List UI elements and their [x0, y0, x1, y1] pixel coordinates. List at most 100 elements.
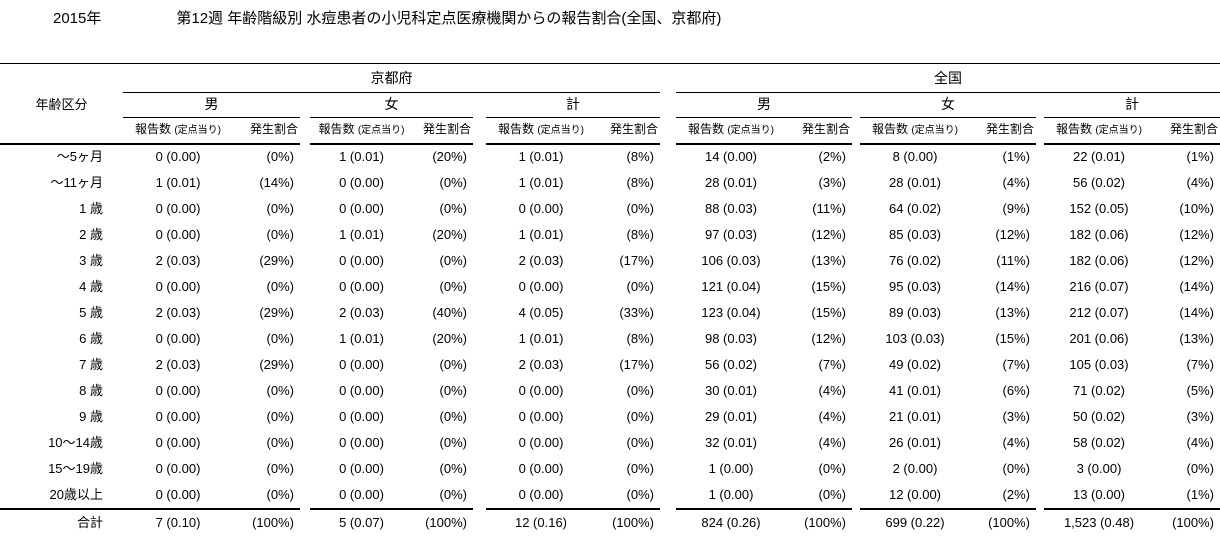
count-value: 0 (0.00)	[155, 331, 201, 346]
count-value: 1 (0.01)	[339, 149, 384, 164]
count-value: 2 (0.03)	[155, 305, 201, 320]
column-gap	[300, 196, 310, 222]
pct-value: (4%)	[1002, 435, 1030, 450]
gender-header-national-2: 計	[1044, 92, 1220, 118]
count-value: 103 (0.03)	[885, 331, 945, 346]
pct-value: (0%)	[626, 383, 654, 398]
section-gap	[660, 64, 676, 93]
count-value: 0 (0.00)	[155, 279, 201, 294]
column-gap	[473, 430, 486, 456]
row-label: 合計	[0, 508, 123, 536]
count-value: 1 (0.01)	[339, 331, 384, 346]
column-gap	[1036, 482, 1044, 508]
count-value: 0 (0.00)	[518, 435, 564, 450]
count-value: 3 (0.00)	[1076, 461, 1122, 476]
count-value: 0 (0.00)	[155, 461, 201, 476]
pct-value: (7%)	[818, 357, 846, 372]
count-value: 0 (0.00)	[339, 409, 384, 424]
count-value: 1 (0.01)	[518, 149, 564, 164]
count-value: 2 (0.03)	[155, 253, 201, 268]
pct-value: (20%)	[432, 331, 467, 346]
count-header-unit: (定点当り)	[1095, 125, 1142, 136]
column-gap	[473, 196, 486, 222]
column-gap	[852, 378, 860, 404]
column-gap	[300, 326, 310, 352]
pct-value: (0%)	[626, 409, 654, 424]
pct-value: (14%)	[1179, 279, 1214, 294]
count-value: 98 (0.03)	[704, 331, 758, 346]
pct-value: (0%)	[1002, 461, 1030, 476]
pct-value: (2%)	[1002, 487, 1030, 502]
count-value: 0 (0.00)	[155, 435, 201, 450]
pct-value: (0%)	[439, 383, 467, 398]
table-row: 8 歳 0 (0.00) (0%) 0 (0.00) (0%) 0 (0.00) (0%) 3…	[0, 378, 1220, 404]
row-label: 7 歳	[79, 357, 103, 372]
table-row: 3 歳 2 (0.03) (29%) 0 (0.00) (0%) 2 (0.03) (17%…	[0, 248, 1220, 274]
count-value: 0 (0.00)	[339, 201, 384, 216]
table-row: 7 歳 2 (0.03) (29%) 0 (0.00) (0%) 2 (0.03) (17%…	[0, 352, 1220, 378]
column-gap	[1036, 430, 1044, 456]
count-value: 13 (0.00)	[1072, 487, 1126, 502]
count-value: 41 (0.01)	[888, 383, 942, 398]
pct-value: (11%)	[812, 201, 846, 216]
count-value: 28 (0.01)	[888, 175, 942, 190]
count-value: 121 (0.04)	[701, 279, 761, 294]
column-gap	[473, 144, 486, 170]
count-value: 1 (0.00)	[708, 487, 754, 502]
column-gap	[300, 508, 310, 536]
count-value: 0 (0.00)	[339, 253, 384, 268]
gender-header-kyoto-1: 女	[310, 92, 473, 118]
column-gap	[473, 222, 486, 248]
count-value: 182 (0.06)	[1069, 253, 1129, 268]
count-value: 0 (0.00)	[155, 227, 201, 242]
count-value: 2 (0.03)	[518, 253, 564, 268]
column-gap	[660, 404, 676, 430]
pct-value: (0%)	[266, 487, 294, 502]
column-gap	[1036, 170, 1044, 196]
pct-value: (0%)	[439, 487, 467, 502]
pct-value: (6%)	[1002, 383, 1030, 398]
count-value: 71 (0.02)	[1072, 383, 1126, 398]
pct-value: (4%)	[818, 409, 846, 424]
pct-header: 発生割合	[596, 117, 660, 145]
pct-value: (0%)	[626, 487, 654, 502]
pct-value: (0%)	[439, 201, 467, 216]
column-gap	[660, 352, 676, 378]
pct-value: (0%)	[626, 279, 654, 294]
pct-value: (8%)	[626, 149, 654, 164]
count-value: 88 (0.03)	[704, 201, 758, 216]
pct-value: (11%)	[996, 253, 1030, 268]
pct-value: (9%)	[1002, 201, 1030, 216]
pct-value: (0%)	[439, 175, 467, 190]
report-title-row: 2015年 第12週 年齢階級別 水痘患者の小児科定点医療機関からの報告割合(全国…	[0, 0, 1220, 63]
column-gap	[300, 404, 310, 430]
count-value: 56 (0.02)	[704, 357, 758, 372]
count-value: 1 (0.01)	[155, 175, 201, 190]
count-value: 5 (0.07)	[310, 508, 413, 536]
pct-value: (7%)	[1186, 357, 1214, 372]
column-gap	[473, 248, 486, 274]
column-gap	[300, 430, 310, 456]
pct-header: 発生割合	[786, 117, 852, 145]
pct-value: (100%)	[596, 508, 660, 536]
measure-header-row: 報告数 (定点当り) 発生割合 報告数 (定点当り) 発生割合 報告数 (定点当り) 発生…	[0, 117, 1220, 145]
count-value: 49 (0.02)	[888, 357, 942, 372]
pct-value: (3%)	[818, 175, 846, 190]
column-gap	[300, 222, 310, 248]
pct-value: (100%)	[413, 508, 473, 536]
count-value: 0 (0.00)	[155, 487, 201, 502]
column-gap	[660, 300, 676, 326]
column-gap	[300, 92, 310, 118]
count-value: 216 (0.07)	[1069, 279, 1129, 294]
pct-value: (15%)	[995, 331, 1030, 346]
row-label: 8 歳	[79, 383, 103, 398]
count-value: 85 (0.03)	[888, 227, 942, 242]
count-value: 0 (0.00)	[518, 409, 564, 424]
column-gap	[300, 300, 310, 326]
row-label: 20歳以上	[49, 487, 103, 502]
column-gap	[852, 300, 860, 326]
table-row: ～5ヶ月 0 (0.00) (0%) 1 (0.01) (20%) 1 (0.01) (8%…	[0, 144, 1220, 170]
pct-value: (100%)	[786, 508, 852, 536]
section-header-row: 京都府 全国	[0, 64, 1220, 93]
count-value: 0 (0.00)	[339, 435, 384, 450]
